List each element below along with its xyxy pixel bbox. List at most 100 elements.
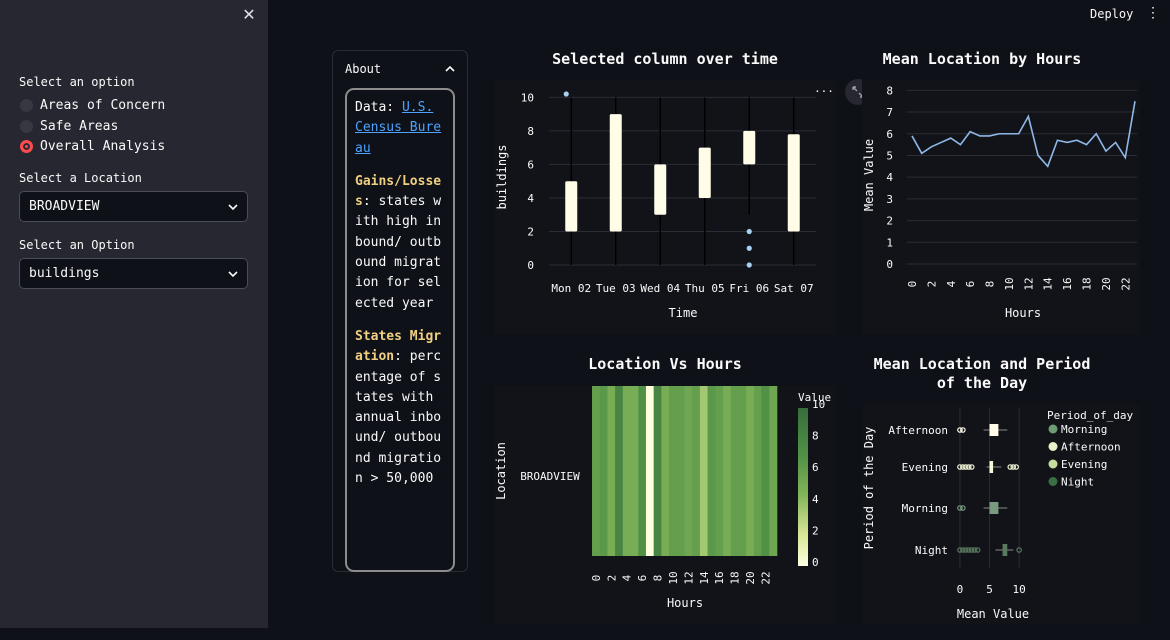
y-axis-label: Period of the Day [862, 427, 876, 550]
radio-overall-analysis[interactable]: Overall Analysis [20, 137, 165, 155]
period-box-chart[interactable]: 0 5 10 Afternoon Evening Morning Night Mean Val… [862, 400, 1140, 626]
outlier-point [968, 464, 975, 470]
outlier-point [957, 505, 963, 511]
outlier-point [966, 547, 972, 553]
location-select[interactable]: BROADVIEW [19, 191, 248, 222]
y-tick-label: 1 [886, 236, 893, 249]
y-tick-label: 4 [527, 192, 534, 205]
outlier-point [1016, 547, 1022, 553]
radio-dot-icon[interactable] [20, 98, 33, 112]
chevron-down-icon [228, 270, 238, 277]
legend-marker [1048, 424, 1058, 434]
outlier-point [1007, 464, 1014, 470]
close-icon[interactable]: ✕ [242, 5, 256, 24]
radio-label: Areas of Concern [40, 97, 166, 113]
colorbar-tick-label: 2 [812, 524, 819, 537]
legend-marker [1048, 459, 1058, 469]
x-tick-label: 0 [906, 281, 919, 288]
modebar-dots-icon: ··· [814, 85, 834, 98]
heatmap-cell [661, 386, 670, 556]
y-tick-label: 4 [886, 171, 893, 184]
colorbar-tick-label: 4 [812, 493, 819, 506]
x-tick-label: 8 [984, 281, 997, 288]
legend-marker [1048, 477, 1058, 486]
gains-paragraph: Gains/Losses: states with high inbound/ … [355, 172, 445, 314]
chart-title-box-over-time: Selected column over time [552, 50, 778, 68]
x-tick-label: Mon 02 [551, 282, 591, 295]
heatmap-cell [738, 386, 747, 556]
x-tick-label: 0 [957, 583, 964, 596]
x-tick-label: 12 [1022, 277, 1035, 290]
x-tick-label: Sat 07 [774, 282, 814, 295]
deploy-button[interactable]: Deploy [1090, 7, 1134, 21]
heatmap-cell [638, 386, 647, 556]
option2-value: buildings [29, 266, 100, 281]
vertical-dots-icon[interactable]: ⋮ [1146, 5, 1160, 21]
outlier-point [960, 427, 966, 433]
radio-selected-icon[interactable] [20, 139, 33, 153]
y-tick-label: BROADVIEW [520, 470, 580, 483]
y-tick-label: 10 [521, 91, 534, 104]
y-tick-label: 8 [886, 84, 893, 97]
radio-areas-of-concern[interactable]: Areas of Concern [20, 96, 165, 114]
radio-safe-areas[interactable]: Safe Areas [20, 117, 118, 135]
sidebar: ✕ Select an option Areas of Concern Safe… [0, 0, 268, 628]
outlier-point [971, 547, 978, 553]
option2-select[interactable]: buildings [19, 258, 248, 289]
chart-title-mean-by-hours: Mean Location by Hours [882, 50, 1082, 68]
box-over-time-chart[interactable]: 0 2 4 6 8 10 Mon 02 Tue 03 Wed 04 Thu 05 Fri 06 Sat… [494, 80, 836, 334]
about-title: About [345, 62, 382, 76]
gains-title: Gains/Losses [355, 173, 442, 210]
legend-label: Night [1061, 476, 1094, 489]
x-tick-label: 18 [729, 571, 742, 584]
x-tick-label: 2 [605, 575, 618, 582]
colorbar-tick-label: 0 [812, 556, 819, 569]
heatmap-cell [684, 386, 693, 556]
data-source: Data: U.S. Census Bureau [355, 98, 445, 159]
radio-label: Safe Areas [40, 118, 119, 134]
x-axis-label: Hours [1005, 306, 1041, 320]
colorbar-tick-label: 10 [812, 398, 825, 411]
heatmap-cell [730, 386, 739, 556]
states-title: States Migration [355, 328, 442, 365]
heatmap-cell [761, 386, 770, 556]
about-header[interactable]: About [333, 51, 467, 87]
radio-dot-icon[interactable] [20, 119, 33, 133]
states-text: : percentage of states with annual inbou… [355, 349, 442, 487]
heatmap-cell [615, 386, 624, 556]
radio-label: Overall Analysis [40, 138, 166, 154]
heatmap-cell [645, 386, 654, 556]
box-Sat 07 [787, 134, 800, 232]
outlier-point [957, 464, 963, 470]
outlier-point [960, 547, 966, 553]
x-tick-label: 16 [1061, 277, 1074, 290]
x-tick-label: 4 [621, 574, 634, 581]
data-label: Data: [355, 100, 402, 115]
census-link[interactable]: U.S. Census Bureau [355, 100, 442, 156]
x-tick-label: Wed 04 [640, 282, 680, 295]
x-tick-label: Thu 05 [685, 282, 725, 295]
outlier-point [963, 547, 969, 553]
outlier-point [960, 464, 966, 470]
outlier-point [746, 228, 752, 235]
y-tick-label: Evening [902, 461, 948, 474]
x-tick-label: 2 [925, 281, 938, 288]
heatmap-cell [769, 386, 778, 556]
location-label: Select a Location [19, 171, 142, 185]
x-tick-label: 22 [759, 571, 772, 584]
x-tick-label: 14 [698, 571, 711, 585]
heatmap-cell [622, 386, 631, 556]
x-tick-label: 6 [964, 281, 977, 288]
outlier-point [963, 464, 969, 470]
x-tick-label: 4 [945, 280, 958, 287]
y-axis-label: buildings [495, 144, 509, 209]
heatmap-cell [699, 386, 708, 556]
outlier-point [563, 91, 569, 97]
x-tick-label: 12 [682, 571, 695, 584]
x-tick-label: 0 [590, 575, 603, 582]
x-tick-label: 10 [667, 571, 680, 584]
y-tick-label: 0 [886, 258, 893, 271]
outlier-point [957, 427, 963, 433]
